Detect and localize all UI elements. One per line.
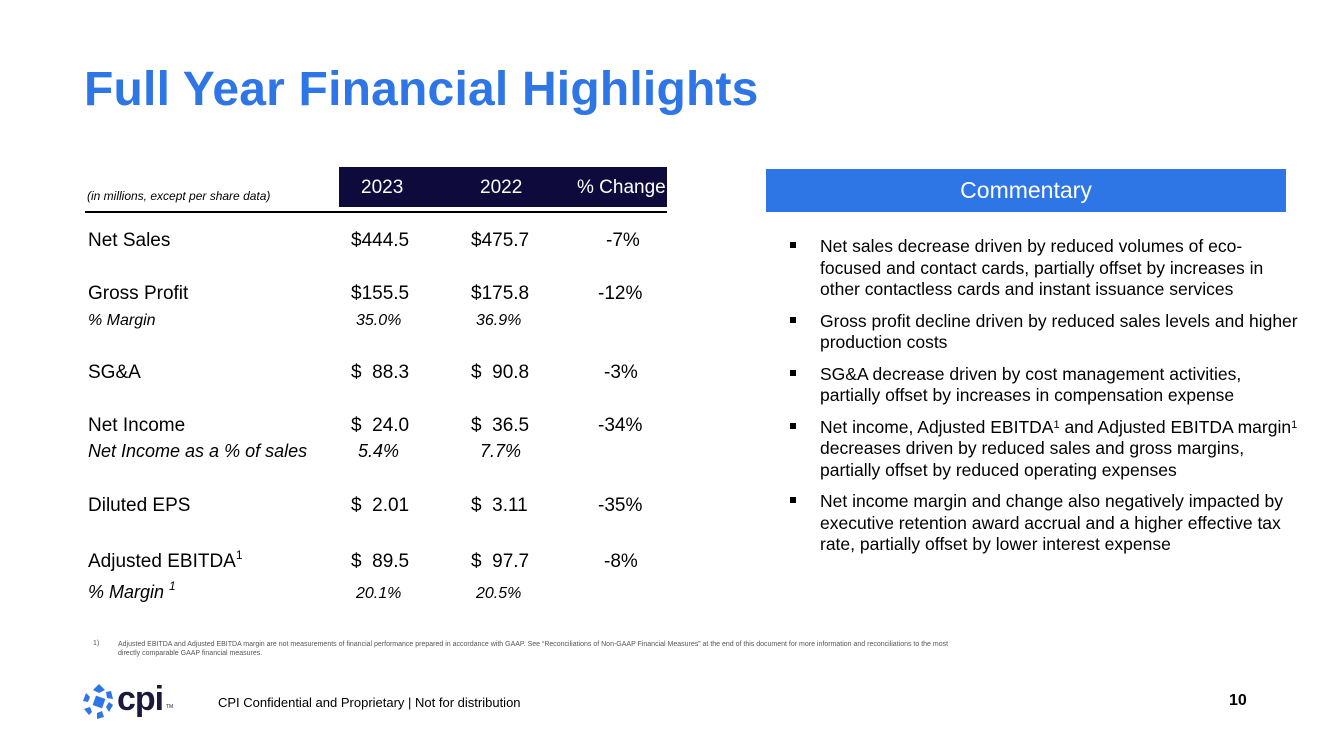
ebitda-label-text: Adjusted EBITDA: [88, 551, 236, 572]
ebitda-2023: $ 89.5: [351, 551, 410, 572]
ebitda-change: -8%: [604, 551, 638, 572]
eps-2023: $ 2.01: [351, 495, 410, 516]
footnote-number: 1): [93, 640, 100, 647]
row-label-ebitda-margin: % Margin 1: [88, 579, 176, 603]
cpi-logo-trademark: TM: [166, 704, 174, 710]
row-label-sga: SG&A: [88, 362, 141, 383]
row-label-ebitda: Adjusted EBITDA1: [88, 548, 243, 573]
row-label-eps: Diluted EPS: [88, 495, 191, 516]
bullet-square-icon: [790, 497, 796, 503]
ebitda-margin-2023: 20.1%: [356, 585, 402, 602]
eps-change: -35%: [598, 495, 643, 516]
row-label-net-income: Net Income: [88, 415, 186, 436]
page-number: 10: [1229, 692, 1247, 709]
row-label-net-sales: Net Sales: [88, 230, 171, 251]
gross-profit-2023: $155.5: [351, 283, 410, 304]
bullet-text-pre: Net income, Adjusted EBITDA: [820, 416, 1054, 437]
bullet-square-icon: [790, 242, 796, 248]
header-rule: [85, 211, 667, 213]
bullet-text: Gross profit decline driven by reduced s…: [820, 310, 1298, 353]
col-2023: 2023: [361, 177, 404, 198]
ebitda-margin-footnote-ref: 1: [169, 579, 176, 593]
units-note: (in millions, except per share data): [87, 189, 271, 203]
table-column-header: 2023 2022 % Change: [339, 167, 667, 207]
ebitda-footnote-ref: 1: [235, 548, 243, 562]
cpi-logo-mark-icon: [83, 684, 113, 719]
ni-pct-2022: 7.7%: [480, 441, 522, 461]
net-sales-change: -7%: [606, 230, 640, 251]
commentary-header: Commentary: [766, 169, 1286, 212]
col-2022: 2022: [480, 177, 523, 198]
ni-pct-2023: 5.4%: [358, 441, 400, 461]
gross-profit-change: -12%: [598, 283, 643, 304]
commentary-bullet: Net income margin and change also negati…: [790, 491, 1300, 556]
sga-2023: $ 88.3: [351, 362, 410, 383]
commentary-bullet: Net income, Adjusted EBITDA1 and Adjuste…: [790, 417, 1300, 482]
row-label-gross-profit: Gross Profit: [88, 283, 189, 304]
ebitda-margin-label-text: % Margin: [88, 582, 170, 602]
ebitda-margin-2022: 20.5%: [476, 585, 522, 602]
page-title: Full Year Financial Highlights: [84, 63, 759, 116]
row-label-gp-margin: % Margin: [88, 312, 156, 329]
net-income-2023: $ 24.0: [351, 415, 410, 436]
gp-margin-2023: 35.0%: [356, 312, 402, 329]
col-change: % Change: [577, 177, 666, 198]
bullet-footnote-ref: 1: [1291, 418, 1298, 431]
commentary-bullet: Net sales decrease driven by reduced vol…: [790, 236, 1300, 301]
bullet-text: Net income margin and change also negati…: [820, 491, 1284, 554]
bullet-text: SG&A decrease driven by cost management …: [820, 363, 1242, 406]
sga-2022: $ 90.8: [471, 362, 530, 383]
gp-margin-2022: 36.9%: [476, 312, 522, 329]
ebitda-2022: $ 97.7: [471, 551, 530, 572]
bullet-footnote-ref: 1: [1053, 418, 1060, 431]
cpi-logo-text: cpi: [117, 680, 164, 718]
bullet-square-icon: [790, 369, 796, 376]
net-income-change: -34%: [598, 415, 643, 436]
footer-confidential: CPI Confidential and Proprietary | Not f…: [218, 695, 521, 710]
net-sales-2023: $444.5: [351, 230, 410, 251]
commentary-bullet: SG&A decrease driven by cost management …: [790, 364, 1300, 407]
footnote-text: Adjusted EBITDA and Adjusted EBITDA marg…: [118, 641, 949, 657]
bullet-square-icon: [790, 422, 796, 429]
bullet-square-icon: [790, 316, 796, 323]
net-sales-2022: $475.7: [471, 230, 530, 251]
net-income-2022: $ 36.5: [471, 415, 530, 436]
bullet-text-post: decreases driven by reduced sales and gr…: [820, 438, 1245, 480]
row-label-ni-pct: Net Income as a % of sales: [88, 441, 308, 461]
cpi-logo: cpi TM: [80, 680, 180, 722]
eps-2022: $ 3.11: [471, 495, 528, 516]
commentary-bullet: Gross profit decline driven by reduced s…: [790, 311, 1300, 354]
commentary-list: Net sales decrease driven by reduced vol…: [790, 236, 1300, 566]
bullet-text-mid: and Adjusted EBITDA margin: [1059, 416, 1292, 437]
bullet-text: Net sales decrease driven by reduced vol…: [820, 236, 1264, 299]
sga-change: -3%: [604, 362, 638, 383]
gross-profit-2022: $175.8: [471, 283, 530, 304]
